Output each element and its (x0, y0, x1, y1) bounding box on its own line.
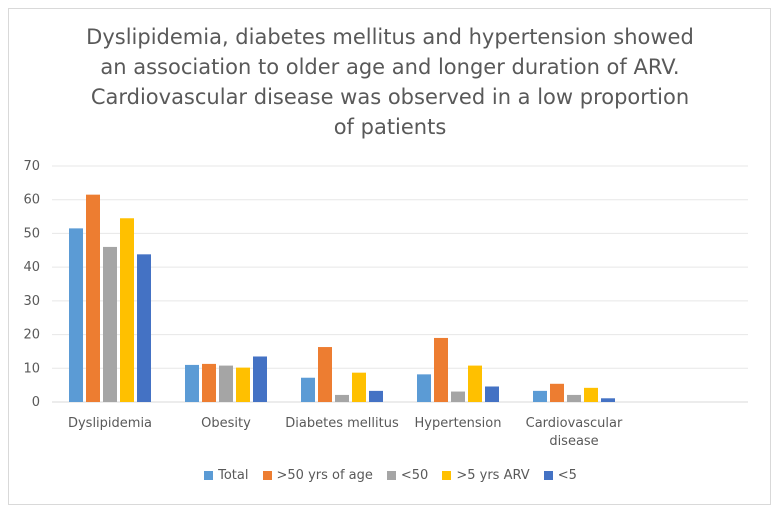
chart-title: Dyslipidemia, diabetes mellitus and hype… (40, 22, 740, 142)
legend-entry: >5 yrs ARV (442, 468, 530, 483)
bar (335, 394, 349, 402)
x-axis: Dyslipidemia Obesity Diabetes mellitus Hype… (68, 416, 623, 449)
bar (103, 246, 117, 402)
bar (137, 254, 151, 402)
chart-title-line-3: Cardiovascular disease was observed in a… (90, 85, 690, 109)
y-tick-label: 50 (23, 226, 40, 241)
legend-swatch (386, 471, 396, 480)
legend-label: >50 yrs of age (276, 468, 373, 483)
bar (185, 364, 199, 402)
bars (69, 194, 615, 402)
bar (417, 374, 431, 402)
legend-label: >5 yrs ARV (456, 468, 530, 483)
bar (352, 372, 366, 402)
bar (550, 383, 564, 402)
bar (369, 390, 383, 402)
x-tick-label: disease (549, 434, 598, 449)
gridlines (52, 165, 748, 403)
legend-entry: >50 yrs of age (262, 468, 373, 483)
y-tick-label: 60 (23, 193, 40, 208)
bar (533, 390, 547, 402)
bar (86, 194, 100, 402)
y-tick-label: 40 (23, 260, 40, 275)
legend-swatch (442, 471, 452, 480)
legend-label: <50 (400, 468, 429, 483)
bar (69, 228, 83, 402)
legend-entry: Total (204, 468, 249, 483)
bar (236, 367, 250, 402)
bar (468, 365, 482, 402)
bar (584, 387, 598, 402)
chart-title-line-1: Dyslipidemia, diabetes mellitus and hype… (86, 25, 694, 49)
x-tick-label: Diabetes mellitus (285, 416, 399, 431)
y-tick-label: 30 (23, 294, 40, 309)
bar (219, 365, 233, 402)
legend-swatch (262, 471, 272, 480)
bar (601, 398, 615, 402)
y-tick-label: 10 (23, 361, 40, 376)
x-tick-label: Dyslipidemia (68, 416, 152, 431)
legend-entry: <50 (386, 468, 429, 483)
bar (567, 394, 581, 402)
y-axis: 0 10 20 30 40 50 60 70 (23, 159, 40, 410)
y-tick-label: 70 (23, 159, 40, 174)
x-tick-label: Obesity (201, 416, 251, 431)
legend: Total >50 yrs of age <50 >5 yrs ARV <5 (0, 468, 781, 483)
y-tick-label: 20 (23, 328, 40, 343)
chart-title-line-2: an association to older age and longer d… (100, 55, 680, 79)
y-tick-label: 0 (32, 395, 40, 410)
legend-swatch (543, 471, 553, 480)
bar (120, 218, 134, 402)
legend-label: Total (218, 468, 249, 483)
bar (301, 377, 315, 402)
bar (253, 356, 267, 402)
chart-frame (8, 8, 771, 505)
chart-title-line-4: of patients (333, 115, 447, 139)
bar (434, 337, 448, 402)
bar (451, 391, 465, 402)
legend-label: <5 (557, 468, 577, 483)
legend-swatch (204, 471, 214, 480)
bar (485, 386, 499, 402)
bar (202, 363, 216, 402)
legend-entry: <5 (543, 468, 577, 483)
bar (318, 347, 332, 402)
x-tick-label: Hypertension (415, 416, 502, 431)
x-tick-label: Cardiovascular (526, 416, 623, 431)
